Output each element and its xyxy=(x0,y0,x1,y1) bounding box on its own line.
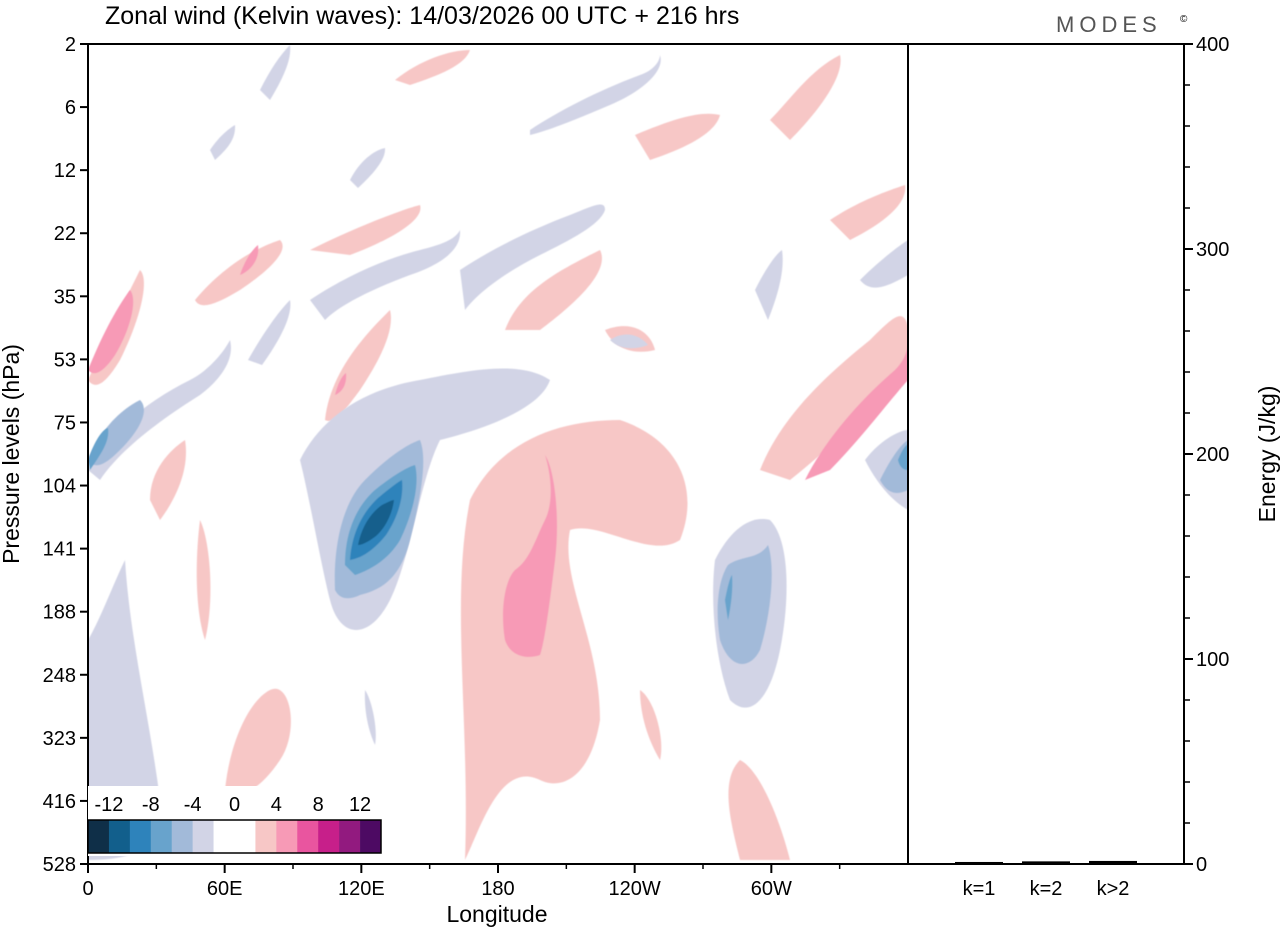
wavenumber-label: k=1 xyxy=(963,878,996,900)
energy-axis: 0 100 200 300 400 xyxy=(1184,34,1229,876)
energy-tick-label: 100 xyxy=(1196,649,1229,671)
longitude-tick-label: 120W xyxy=(609,878,661,900)
energy-tick-label: 0 xyxy=(1196,854,1207,876)
colorbar-label: 12 xyxy=(349,794,371,816)
colorbar-swatch xyxy=(255,820,277,853)
energy-axis-label: Energy (J/kg) xyxy=(1254,386,1280,523)
pressure-tick-label: 248 xyxy=(43,665,76,687)
pressure-tick-label: 104 xyxy=(43,476,76,498)
colorbar-swatch xyxy=(129,820,152,853)
pressure-tick-label: 53 xyxy=(54,349,76,371)
energy-tick-label: 400 xyxy=(1196,34,1229,56)
negative-strong-regions xyxy=(88,428,908,620)
energy-bar xyxy=(1089,860,1137,864)
colorbar-label: 8 xyxy=(313,794,324,816)
energy-panel: 0 100 200 300 400 k=1 k=2 k>2 Energy (J/kg) xyxy=(908,34,1280,900)
colorbar-swatch xyxy=(213,820,235,853)
energy-bars xyxy=(955,860,1137,864)
colorbar-swatch xyxy=(297,820,319,853)
pressure-tick-label: 35 xyxy=(54,286,76,308)
pressure-tick-label: 416 xyxy=(43,791,76,813)
x-axis-label: Longitude xyxy=(446,901,547,927)
energy-bar xyxy=(1022,861,1070,864)
pressure-tick-label: 6 xyxy=(65,97,76,119)
energy-tick-label: 200 xyxy=(1196,444,1229,466)
pressure-tick-label: 141 xyxy=(43,539,76,561)
colorbar-label: -8 xyxy=(142,794,160,816)
pressure-axis: 2 6 12 22 35 53 75 104 141 188 248 323 416 528 xyxy=(43,34,88,876)
longitude-tick-label: 180 xyxy=(481,878,514,900)
colorbar-swatch xyxy=(234,820,256,853)
pressure-tick-label: 528 xyxy=(43,854,76,876)
pressure-tick-label: 22 xyxy=(54,223,76,245)
longitude-tick-label: 60W xyxy=(751,878,792,900)
pressure-tick-label: 12 xyxy=(54,160,76,182)
pressure-tick-label: 188 xyxy=(43,602,76,624)
wavenumber-axis: k=1 k=2 k>2 xyxy=(963,878,1130,900)
energy-tick-label: 300 xyxy=(1196,239,1229,261)
colorbar-swatch xyxy=(150,820,173,853)
colorbar-label: 0 xyxy=(229,794,240,816)
colorbar-swatch xyxy=(276,820,298,853)
longitude-tick-label: 0 xyxy=(82,878,93,900)
colorbar-label: 4 xyxy=(271,794,282,816)
colorbar-swatch xyxy=(88,820,110,853)
chart-title: Zonal wind (Kelvin waves): 14/03/2026 00… xyxy=(105,2,739,30)
positive-medium-regions xyxy=(88,245,908,657)
colorbar-swatch xyxy=(171,820,193,853)
wavenumber-label: k>2 xyxy=(1097,878,1130,900)
colorbar-swatch xyxy=(339,820,361,853)
colorbar-swatch xyxy=(108,820,131,853)
y-axis-label: Pressure levels (hPa) xyxy=(0,344,24,564)
zonal-wind-heatmap xyxy=(88,44,908,864)
wavenumber-label: k=2 xyxy=(1030,878,1063,900)
colorbar-label: -4 xyxy=(184,794,202,816)
longitude-tick-label: 120E xyxy=(338,878,385,900)
colorbar-swatch xyxy=(360,820,382,853)
colorbar-frame xyxy=(87,819,382,854)
colorbar-swatch xyxy=(318,820,340,853)
colorbar-swatch xyxy=(192,820,214,853)
pressure-tick-label: 2 xyxy=(65,34,76,56)
colorbar: -12 -8 -4 0 4 8 12 xyxy=(87,786,382,856)
colorbar-label: -12 xyxy=(94,794,123,816)
pressure-tick-label: 75 xyxy=(54,412,76,434)
longitude-axis: 0 60E 120E 180 120W 60W xyxy=(82,864,841,900)
energy-bar xyxy=(955,861,1003,864)
positive-light-regions xyxy=(88,50,908,860)
copyright-mark: © xyxy=(1180,14,1188,25)
pressure-tick-label: 323 xyxy=(43,728,76,750)
modes-logo: MODES xyxy=(1056,12,1162,37)
longitude-tick-label: 60E xyxy=(207,878,243,900)
